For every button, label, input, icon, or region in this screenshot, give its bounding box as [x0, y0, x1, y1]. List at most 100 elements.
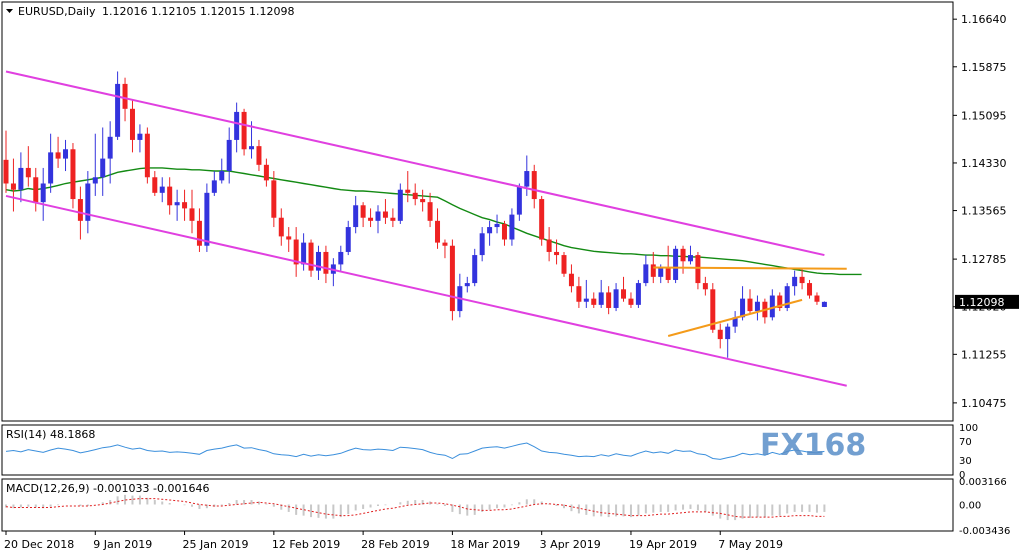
- candle: [70, 143, 76, 209]
- candle-body: [308, 242, 314, 271]
- channel-upper-line: [5, 70, 825, 257]
- macd-tick-label: 0.00: [959, 500, 981, 511]
- triangle-support-line: [667, 298, 803, 337]
- candle-body: [63, 149, 69, 159]
- candle-body: [650, 264, 656, 277]
- candle-body: [643, 264, 649, 284]
- candle-body: [583, 298, 589, 302]
- candle: [18, 152, 24, 203]
- moving-average-line: [5, 167, 862, 276]
- candle-body: [442, 242, 448, 246]
- candle-body: [702, 283, 708, 290]
- candle-body: [621, 289, 627, 299]
- candle-body: [315, 251, 321, 271]
- candle: [25, 146, 31, 187]
- candle: [576, 276, 582, 308]
- candle-body: [70, 149, 76, 200]
- candle: [747, 289, 753, 315]
- rsi-tick-label: 30: [959, 456, 972, 467]
- candle: [420, 189, 426, 212]
- x-tick-label: 12 Feb 2019: [272, 538, 340, 551]
- candle: [278, 208, 284, 246]
- price-layer: [3, 70, 862, 387]
- candle: [687, 245, 693, 265]
- candle: [115, 71, 121, 140]
- candle-body: [174, 202, 180, 206]
- candle: [643, 255, 649, 287]
- price-tick-label: 1.10475: [961, 397, 1007, 410]
- candle: [591, 292, 597, 308]
- candle: [167, 177, 173, 215]
- dropdown-triangle-icon[interactable]: [6, 9, 13, 13]
- candle: [330, 258, 336, 287]
- candle-body: [397, 189, 403, 221]
- axis-layer: 1.16640 1.15875 1.15095 1.14330 1.13565 1.127…: [4, 13, 1019, 551]
- macd-tick-label: 0.003166: [959, 477, 1007, 488]
- candle: [375, 205, 381, 234]
- channel-lower-line: [5, 194, 847, 387]
- candle: [55, 136, 61, 168]
- candle: [695, 251, 701, 290]
- candle: [40, 167, 46, 221]
- candle: [777, 292, 783, 312]
- candle-body: [122, 83, 128, 109]
- candle-body: [204, 192, 210, 246]
- candle-body: [673, 248, 679, 280]
- candle: [442, 239, 448, 259]
- candle-body: [375, 211, 381, 221]
- candle: [531, 164, 537, 209]
- candle-body: [25, 167, 31, 178]
- candle-body: [353, 205, 359, 228]
- candle-body: [323, 251, 329, 274]
- candle: [464, 276, 470, 293]
- macd-panel-frame: [1, 478, 954, 532]
- candle: [814, 292, 820, 305]
- candle-body: [777, 295, 783, 308]
- candle-body: [695, 255, 701, 284]
- candle: [85, 171, 91, 234]
- candle-body: [680, 248, 686, 262]
- x-tick-label: 28 Feb 2019: [361, 538, 429, 551]
- candle: [449, 239, 455, 321]
- candle-body: [152, 177, 158, 193]
- candle: [271, 171, 277, 228]
- rsi-label: RSI(14) 48.1868: [6, 428, 95, 441]
- candle: [159, 177, 165, 203]
- candle: [740, 286, 746, 321]
- candle: [561, 251, 567, 277]
- candle-body: [196, 220, 202, 246]
- candle: [33, 167, 39, 212]
- candle-body: [3, 159, 9, 184]
- candle: [3, 130, 9, 193]
- candle: [144, 127, 150, 184]
- candle: [308, 239, 314, 277]
- candle-body: [635, 283, 641, 305]
- candle-body: [137, 133, 143, 140]
- candle: [397, 183, 403, 224]
- candle: [323, 245, 329, 284]
- candle: [137, 124, 143, 153]
- candle: [546, 227, 552, 262]
- candle-body: [710, 289, 716, 330]
- candle-body: [464, 283, 470, 287]
- candle-body: [539, 199, 545, 240]
- candle-body: [807, 283, 813, 296]
- rsi-line: [5, 442, 825, 460]
- candle-body: [598, 292, 604, 305]
- candle-body: [613, 289, 619, 308]
- price-tick-label: 1.14330: [961, 157, 1007, 170]
- candle-body: [115, 83, 121, 137]
- candle: [717, 323, 723, 349]
- candle-body: [278, 217, 284, 237]
- candle-body: [628, 298, 634, 305]
- candle: [48, 133, 54, 193]
- x-tick-label: 19 Apr 2019: [629, 538, 697, 551]
- macd-signal-line: [5, 498, 825, 518]
- price-tick-label: 1.15095: [961, 109, 1007, 122]
- candle: [293, 227, 299, 277]
- candle-body: [799, 276, 805, 284]
- candle: [10, 158, 16, 212]
- candle-body: [420, 199, 426, 203]
- candle: [621, 276, 627, 302]
- candle-body: [405, 189, 411, 193]
